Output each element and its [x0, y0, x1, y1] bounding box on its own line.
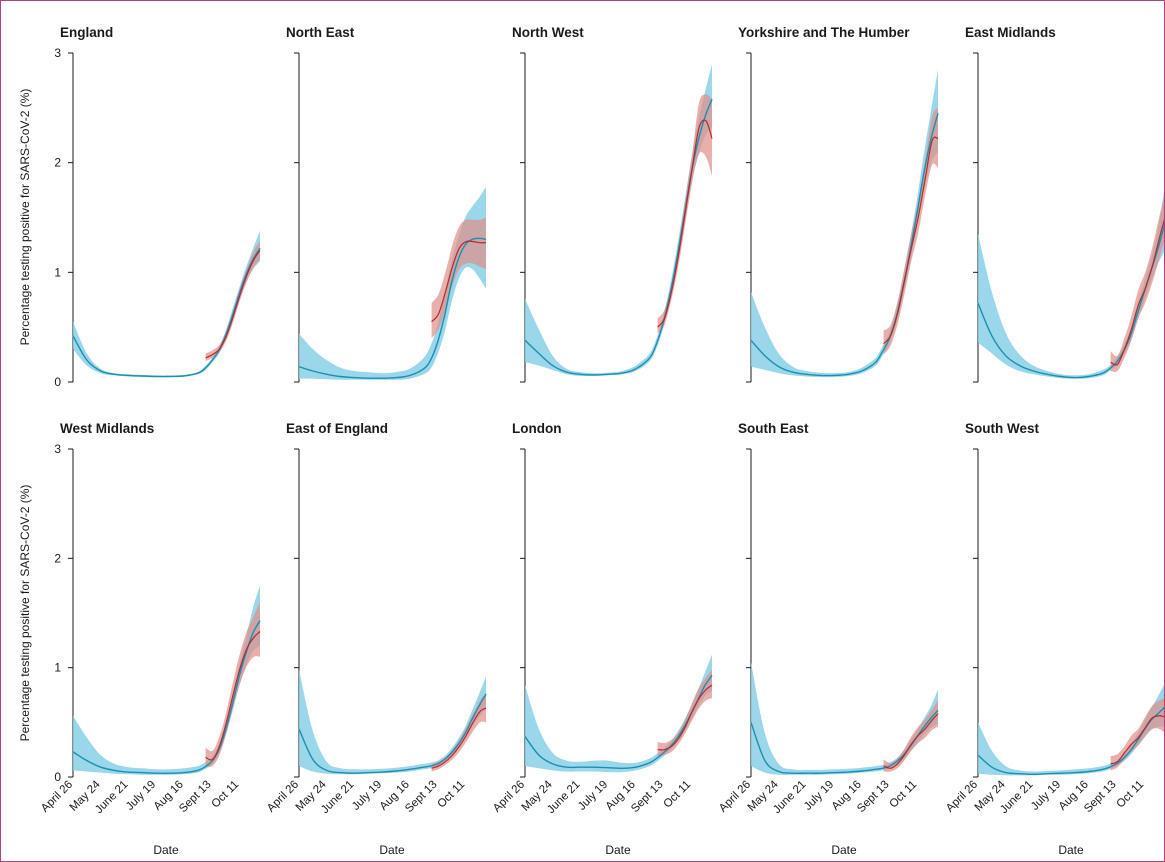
y-tick-label: 2 [54, 156, 61, 170]
model-ci-band [751, 662, 938, 775]
x-tick-label: Oct 11 [662, 779, 694, 811]
x-tick-label: April 26 [265, 779, 301, 815]
x-tick-label: Oct 11 [1115, 779, 1147, 811]
y-tick-label: 1 [54, 265, 61, 279]
panel-title: East Midlands [965, 25, 1056, 40]
x-axis-title: Date [831, 843, 857, 857]
recent-line [205, 250, 261, 359]
chart-root: England 0 1 2 3 North East North West Yorkshire… [39, 25, 1164, 857]
panel-east-midlands: East Midlands [965, 25, 1164, 383]
x-axis-title: Date [153, 843, 179, 857]
y-tick-label: 0 [54, 375, 61, 389]
recent-line [431, 240, 487, 323]
y-axis-title-top: Percentage testing positive for SARS-CoV… [18, 89, 32, 346]
y-tick-label: 1 [54, 661, 61, 675]
x-axis-title: Date [1058, 843, 1084, 857]
recent-line [657, 684, 713, 751]
x-tick-label: Oct 11 [888, 779, 920, 811]
x-tick-label: July 19 [576, 779, 610, 813]
recent-line [883, 713, 939, 769]
panel-title: England [60, 25, 113, 40]
model-ci-band [978, 191, 1164, 379]
model-line [750, 113, 939, 377]
x-tick-label: April 26 [717, 779, 753, 815]
model-ci-band [978, 684, 1164, 776]
panel-title: South East [738, 421, 809, 436]
recent-ci-band [1110, 698, 1164, 771]
panel-england: England 0 1 2 3 [54, 25, 261, 389]
recent-line [431, 707, 487, 769]
recent-line [657, 119, 713, 328]
x-tick-label: July 19 [124, 779, 158, 813]
panel-north-west: North West [512, 25, 713, 383]
x-tick-label: July 19 [802, 779, 836, 813]
recent-ci-band [431, 217, 486, 339]
model-ci-band [525, 64, 712, 377]
panel-north-east: North East [286, 25, 487, 383]
model-ci-band [73, 585, 260, 775]
recent-ci-band [205, 602, 260, 767]
model-ci-band [299, 669, 486, 775]
recent-ci-band [1110, 197, 1164, 372]
model-line [72, 620, 261, 774]
x-tick-label: April 26 [944, 779, 980, 815]
recent-line [883, 136, 939, 345]
x-axis-title: Date [379, 843, 405, 857]
model-ci-band [73, 230, 260, 378]
model-line [524, 98, 713, 376]
x-axis-title: Date [605, 843, 631, 857]
panel-title: South West [965, 421, 1040, 436]
panel-title: West Midlands [60, 421, 154, 436]
recent-line [1110, 218, 1164, 366]
x-tick-label: July 19 [350, 779, 384, 813]
recent-line [205, 631, 261, 761]
x-tick-label: Oct 11 [210, 779, 242, 811]
x-tick-label: July 19 [1029, 779, 1063, 813]
model-line [298, 237, 487, 379]
model-ci-band [525, 654, 712, 773]
y-tick-label: 3 [54, 46, 61, 60]
panel-title: London [512, 421, 561, 436]
panel-title: East of England [286, 421, 388, 436]
model-line [298, 693, 487, 774]
x-tick-label: Oct 11 [436, 779, 468, 811]
panel-yorkshire-and-the-humber: Yorkshire and The Humber [738, 25, 939, 383]
panel-title: Yorkshire and The Humber [738, 25, 910, 40]
recent-ci-band [883, 700, 938, 772]
x-tick-label: April 26 [491, 779, 527, 815]
y-tick-label: 2 [54, 551, 61, 565]
y-axis-title-bottom: Percentage testing positive for SARS-CoV… [18, 485, 32, 742]
panel-title: North East [286, 25, 355, 40]
y-tick-label: 0 [54, 770, 61, 784]
recent-ci-band [205, 241, 260, 362]
model-ci-band [751, 69, 938, 378]
panel-title: North West [512, 25, 584, 40]
recent-ci-band [657, 669, 712, 757]
x-tick-label: April 26 [39, 779, 75, 815]
recent-line [1110, 715, 1164, 765]
model-ci-band [299, 186, 486, 380]
y-tick-label: 3 [54, 442, 61, 456]
model-line [72, 247, 261, 378]
